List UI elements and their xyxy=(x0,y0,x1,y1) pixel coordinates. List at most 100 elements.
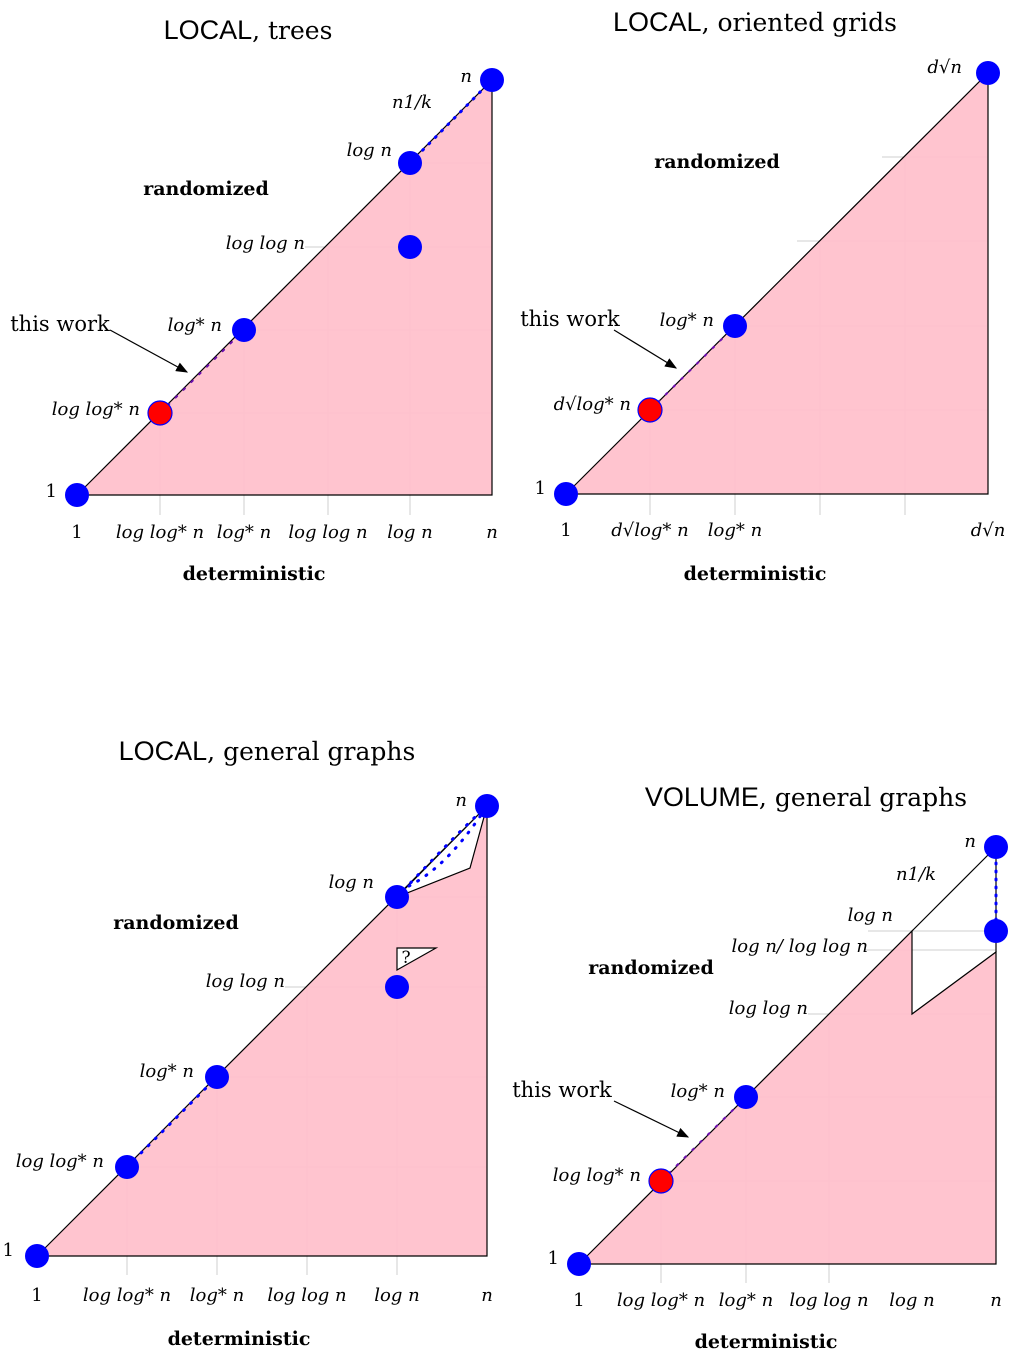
y-tick-label: log n xyxy=(347,140,392,161)
y-axis-caption: randomized xyxy=(588,957,714,979)
complexity-class-node xyxy=(984,919,1008,943)
complexity-class-node xyxy=(734,1085,758,1109)
y-axis-caption: randomized xyxy=(143,178,269,200)
x-tick-label: log* n xyxy=(217,522,271,543)
this-work-label: this work xyxy=(520,307,620,331)
complexity-class-node xyxy=(475,794,499,818)
complexity-class-node xyxy=(554,482,578,506)
x-tick-label: n xyxy=(481,1285,493,1306)
x-axis-caption: deterministic xyxy=(168,1328,311,1350)
x-tick-label: 1 xyxy=(560,520,571,541)
complexity-class-node xyxy=(65,483,89,507)
y-axis-caption: randomized xyxy=(113,912,239,934)
x-axis-caption: deterministic xyxy=(695,1331,838,1353)
panel-local-general-graphs: LOCAL, general graphs ? 1 log log* n log… xyxy=(3,736,499,1350)
complexity-class-node xyxy=(25,1244,49,1268)
panel-title: LOCAL, oriented grids xyxy=(613,7,897,37)
complexity-class-node xyxy=(205,1065,229,1089)
y-tick-label: log log* n xyxy=(553,1165,641,1186)
feasible-region xyxy=(564,71,989,495)
title-graph-class: , general graphs xyxy=(207,737,415,766)
gap-dotted-segment xyxy=(660,1096,747,1182)
feasible-region xyxy=(577,929,997,1265)
panel-title: LOCAL, general graphs xyxy=(119,736,416,766)
diagonal-extension xyxy=(911,846,997,932)
x-tick-label: log log* n xyxy=(116,522,204,543)
y-tick-label: log log* n xyxy=(16,1151,104,1172)
complexity-class-node xyxy=(385,975,409,999)
y-tick-label: 1 xyxy=(3,1240,14,1261)
feasible-region xyxy=(75,78,493,496)
complexity-class-node xyxy=(232,318,256,342)
title-model: LOCAL xyxy=(164,15,253,45)
open-question-region xyxy=(396,947,439,972)
x-tick-label: n xyxy=(486,522,498,543)
y-tick-label: log* n xyxy=(140,1061,194,1082)
y-tick-label: log log n xyxy=(206,971,285,992)
this-work-label: this work xyxy=(10,312,110,336)
title-model: LOCAL xyxy=(119,736,208,766)
x-tick-label: 1 xyxy=(31,1285,42,1306)
y-tick-label: n xyxy=(460,66,472,87)
gap-dotted-curve xyxy=(407,804,489,888)
y-tick-label: log log n xyxy=(226,233,305,254)
complexity-class-node xyxy=(480,68,504,92)
open-question-mark: ? xyxy=(401,948,410,968)
complexity-class-node xyxy=(567,1252,591,1276)
y-axis-caption: randomized xyxy=(654,151,780,173)
gap-dotted-segment xyxy=(159,329,245,414)
y-tick-label: log* n xyxy=(660,310,714,331)
y-tick-label: d√n xyxy=(927,57,962,78)
complexity-class-node xyxy=(976,61,1000,85)
complexity-class-node xyxy=(723,314,747,338)
complexity-class-node xyxy=(385,885,409,909)
x-tick-label: log n xyxy=(889,1290,934,1311)
y-tick-label: 1 xyxy=(535,478,546,499)
y-tick-label: log log n xyxy=(729,998,808,1019)
panel-local-oriented-grids: LOCAL, oriented grids 1 d√log* n log* n … xyxy=(520,7,1005,585)
new-class-node xyxy=(147,400,173,426)
x-tick-label: log* n xyxy=(708,520,762,541)
x-tick-label: log* n xyxy=(190,1285,244,1306)
complexity-class-node xyxy=(398,151,422,175)
x-tick-label: log log n xyxy=(789,1290,868,1311)
y-tick-label: log n xyxy=(848,905,893,926)
y-tick-label: d√log* n xyxy=(554,394,631,415)
x-tick-label: log log n xyxy=(288,522,367,543)
y-tick-label: n xyxy=(964,831,976,852)
x-tick-label: log log* n xyxy=(83,1285,171,1306)
gap-dotted-segment xyxy=(408,78,494,165)
title-model: VOLUME xyxy=(645,782,759,812)
y-tick-label: log log* n xyxy=(52,399,140,420)
panel-title: VOLUME, general graphs xyxy=(645,782,967,812)
y-tick-label: 1 xyxy=(46,481,57,502)
this-work-arrow xyxy=(109,329,189,373)
x-tick-label: log* n xyxy=(719,1290,773,1311)
panel-volume-general-graphs: VOLUME, general graphs 1 log log* n log*… xyxy=(512,782,1008,1353)
y-tick-label: log n xyxy=(329,872,374,893)
x-tick-label: 1 xyxy=(573,1290,584,1311)
x-tick-label: log n xyxy=(374,1285,419,1306)
this-work-arrow xyxy=(613,329,678,369)
new-class-node xyxy=(648,1168,674,1194)
x-tick-label: n xyxy=(990,1290,1002,1311)
x-tick-label: 1 xyxy=(71,522,82,543)
x-tick-label: d√log* n xyxy=(611,520,688,541)
exponent-label: n1/k xyxy=(896,864,936,885)
x-tick-label: log log n xyxy=(267,1285,346,1306)
this-work-arrow xyxy=(613,1100,690,1138)
title-model: LOCAL xyxy=(613,7,702,37)
exponent-label: n1/k xyxy=(392,92,432,113)
new-class-node xyxy=(637,397,663,423)
title-graph-class: , oriented grids xyxy=(702,8,897,37)
complexity-class-node xyxy=(398,235,422,259)
x-axis-caption: deterministic xyxy=(183,563,326,585)
y-tick-label: log* n xyxy=(671,1081,725,1102)
complexity-class-node xyxy=(984,835,1008,859)
title-graph-class: , general graphs xyxy=(759,783,967,812)
panel-local-trees: LOCAL, trees 1 log log* n log* n xyxy=(10,15,504,585)
y-tick-label: log n/ log log n xyxy=(732,936,869,957)
x-axis-caption: deterministic xyxy=(684,563,827,585)
x-tick-label: log log* n xyxy=(617,1290,705,1311)
